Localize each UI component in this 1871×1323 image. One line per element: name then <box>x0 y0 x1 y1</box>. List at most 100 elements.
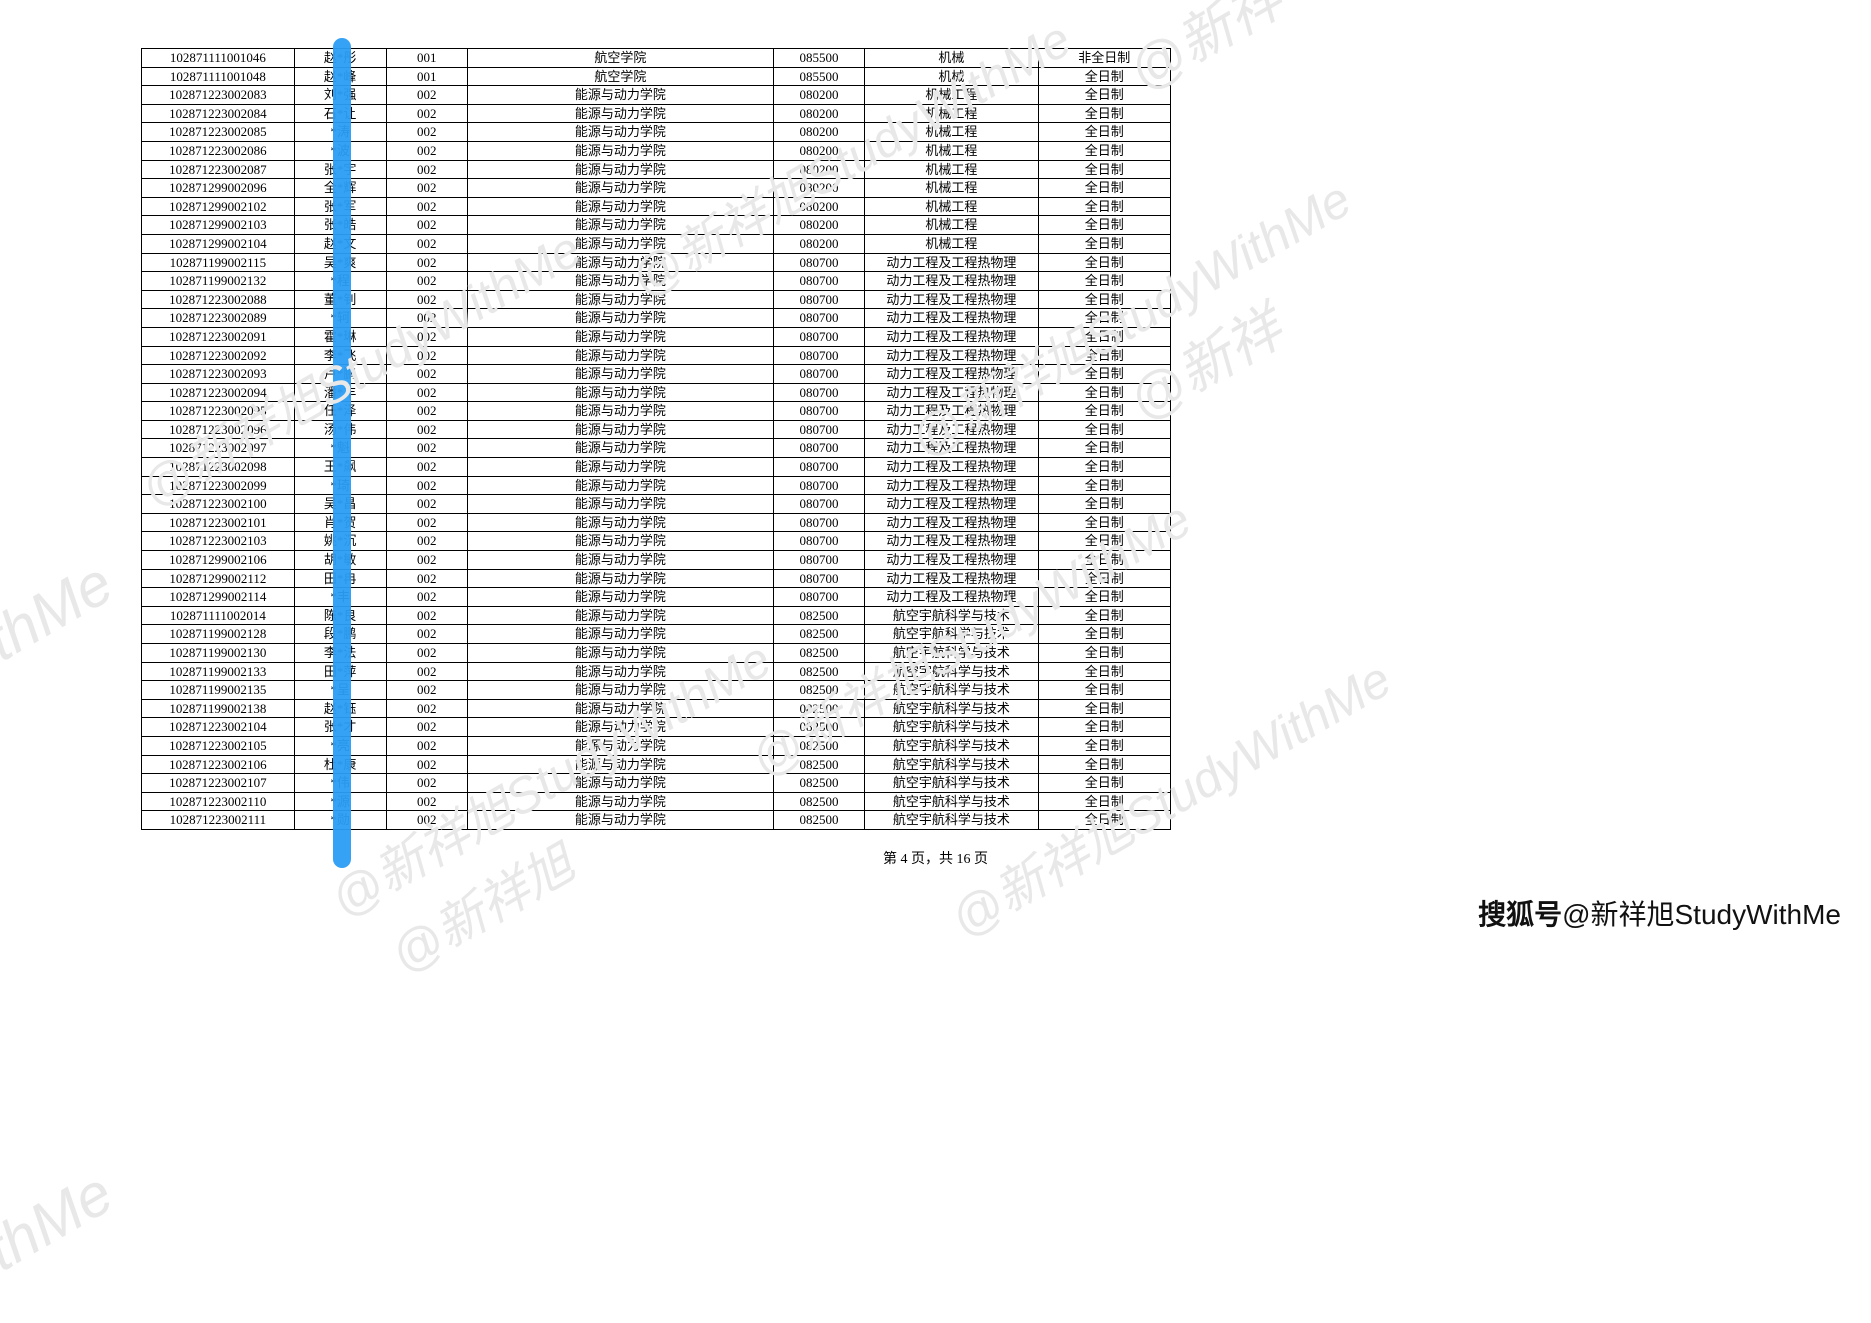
cell-dept: 能源与动力学院 <box>468 755 774 774</box>
cell-mode: 全日制 <box>1038 699 1170 718</box>
cell-major: 动力工程及工程热物理 <box>865 272 1038 291</box>
cell-dept: 能源与动力学院 <box>468 234 774 253</box>
cell-major_code: 082500 <box>773 736 865 755</box>
cell-mode: 全日制 <box>1038 365 1170 384</box>
cell-major_code: 082500 <box>773 718 865 737</box>
cell-id: 102871223002097 <box>142 439 295 458</box>
cell-major_code: 080200 <box>773 160 865 179</box>
table-row: 102871199002135*呈002能源与动力学院082500航空宇航科学与… <box>142 681 1171 700</box>
cell-major_code: 080700 <box>773 588 865 607</box>
cell-id: 102871223002101 <box>142 513 295 532</box>
cell-major: 机械 <box>865 67 1038 86</box>
cell-mode: 全日制 <box>1038 197 1170 216</box>
cell-dept_code: 002 <box>386 662 468 681</box>
cell-major_code: 080700 <box>773 383 865 402</box>
cell-major: 动力工程及工程热物理 <box>865 458 1038 477</box>
table-row: 102871199002115吴*爽002能源与动力学院080700动力工程及工… <box>142 253 1171 272</box>
cell-dept_code: 002 <box>386 383 468 402</box>
cell-dept: 能源与动力学院 <box>468 420 774 439</box>
cell-mode: 全日制 <box>1038 234 1170 253</box>
cell-id: 102871299002114 <box>142 588 295 607</box>
cell-dept_code: 002 <box>386 644 468 663</box>
table-row: 102871223002106杜*康002能源与动力学院082500航空宇航科学… <box>142 755 1171 774</box>
cell-dept: 能源与动力学院 <box>468 625 774 644</box>
cell-major: 动力工程及工程热物理 <box>865 290 1038 309</box>
table-row: 102871223002107*伟002能源与动力学院082500航空宇航科学与… <box>142 774 1171 793</box>
cell-id: 102871223002093 <box>142 365 295 384</box>
cell-id: 102871199002133 <box>142 662 295 681</box>
cell-major: 机械工程 <box>865 216 1038 235</box>
table-row: 102871223002093卢*鹏002能源与动力学院080700动力工程及工… <box>142 365 1171 384</box>
cell-id: 102871223002105 <box>142 736 295 755</box>
cell-dept: 能源与动力学院 <box>468 458 774 477</box>
cell-id: 102871199002128 <box>142 625 295 644</box>
cell-dept: 能源与动力学院 <box>468 197 774 216</box>
cell-major_code: 085500 <box>773 67 865 86</box>
cell-id: 102871199002135 <box>142 681 295 700</box>
cell-dept: 能源与动力学院 <box>468 811 774 830</box>
cell-dept: 能源与动力学院 <box>468 662 774 681</box>
table-row: 102871299002114*丰002能源与动力学院080700动力工程及工程… <box>142 588 1171 607</box>
table-row: 102871223002101肖*贺002能源与动力学院080700动力工程及工… <box>142 513 1171 532</box>
cell-mode: 全日制 <box>1038 811 1170 830</box>
cell-major: 动力工程及工程热物理 <box>865 439 1038 458</box>
cell-major_code: 082500 <box>773 606 865 625</box>
cell-dept_code: 002 <box>386 606 468 625</box>
cell-dept: 能源与动力学院 <box>468 792 774 811</box>
cell-dept_code: 002 <box>386 234 468 253</box>
cell-major_code: 080700 <box>773 290 865 309</box>
cell-mode: 全日制 <box>1038 104 1170 123</box>
cell-id: 102871111001046 <box>142 49 295 68</box>
cell-id: 102871223002096 <box>142 420 295 439</box>
cell-id: 102871199002130 <box>142 644 295 663</box>
table-row: 102871223002099*琦002能源与动力学院080700动力工程及工程… <box>142 476 1171 495</box>
cell-mode: 全日制 <box>1038 420 1170 439</box>
cell-id: 102871223002106 <box>142 755 295 774</box>
cell-major_code: 080700 <box>773 420 865 439</box>
cell-mode: 非全日制 <box>1038 49 1170 68</box>
watermark: ithMe <box>0 548 124 681</box>
cell-dept_code: 002 <box>386 681 468 700</box>
cell-major_code: 080700 <box>773 532 865 551</box>
cell-major: 动力工程及工程热物理 <box>865 495 1038 514</box>
cell-dept_code: 001 <box>386 67 468 86</box>
cell-mode: 全日制 <box>1038 681 1170 700</box>
cell-mode: 全日制 <box>1038 718 1170 737</box>
admission-table: 102871111001046赵*彤001航空学院085500机械非全日制102… <box>141 48 1171 830</box>
cell-dept: 能源与动力学院 <box>468 606 774 625</box>
cell-id: 102871223002084 <box>142 104 295 123</box>
cell-major_code: 082500 <box>773 811 865 830</box>
table-row: 102871223002111*勋002能源与动力学院082500航空宇航科学与… <box>142 811 1171 830</box>
table-row: 102871199002128段*鹏002能源与动力学院082500航空宇航科学… <box>142 625 1171 644</box>
cell-major: 动力工程及工程热物理 <box>865 588 1038 607</box>
cell-dept: 能源与动力学院 <box>468 699 774 718</box>
cell-mode: 全日制 <box>1038 569 1170 588</box>
cell-major_code: 080200 <box>773 179 865 198</box>
cell-mode: 全日制 <box>1038 309 1170 328</box>
cell-major: 航空宇航科学与技术 <box>865 644 1038 663</box>
cell-id: 102871199002138 <box>142 699 295 718</box>
cell-mode: 全日制 <box>1038 458 1170 477</box>
cell-mode: 全日制 <box>1038 792 1170 811</box>
cell-id: 102871199002115 <box>142 253 295 272</box>
cell-dept_code: 002 <box>386 290 468 309</box>
cell-dept_code: 002 <box>386 402 468 421</box>
table-row: 102871299002102张*军002能源与动力学院080200机械工程全日… <box>142 197 1171 216</box>
cell-mode: 全日制 <box>1038 402 1170 421</box>
cell-dept: 能源与动力学院 <box>468 476 774 495</box>
cell-dept_code: 002 <box>386 104 468 123</box>
cell-dept_code: 002 <box>386 811 468 830</box>
cell-dept_code: 002 <box>386 253 468 272</box>
cell-major: 航空宇航科学与技术 <box>865 662 1038 681</box>
cell-id: 102871299002096 <box>142 179 295 198</box>
table-row: 102871199002133田*萍002能源与动力学院082500航空宇航科学… <box>142 662 1171 681</box>
cell-major: 航空宇航科学与技术 <box>865 625 1038 644</box>
table-row: 102871111001048赵*峰001航空学院085500机械全日制 <box>142 67 1171 86</box>
cell-id: 102871223002099 <box>142 476 295 495</box>
cell-major_code: 085500 <box>773 49 865 68</box>
cell-mode: 全日制 <box>1038 290 1170 309</box>
cell-major_code: 082500 <box>773 662 865 681</box>
table-row: 102871223002110*源002能源与动力学院082500航空宇航科学与… <box>142 792 1171 811</box>
cell-id: 102871223002086 <box>142 141 295 160</box>
table-row: 102871299002096全*辉002能源与动力学院080200机械工程全日… <box>142 179 1171 198</box>
